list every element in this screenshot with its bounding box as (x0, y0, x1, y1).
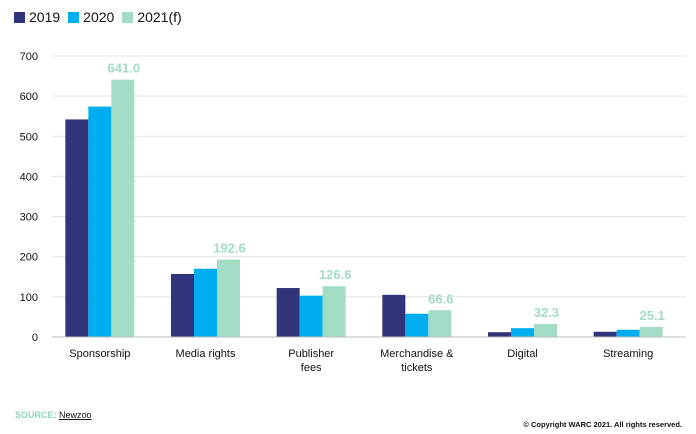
bar-2019 (488, 332, 511, 337)
x-tick-label: Streaming (603, 348, 653, 360)
data-label: 66.6 (428, 291, 453, 306)
x-tick-label-line: fees (301, 362, 322, 374)
y-tick-label: 700 (20, 51, 38, 63)
bar-2019 (65, 119, 89, 337)
bars (65, 79, 663, 337)
x-tick-label: Sponsorship (69, 348, 130, 360)
bar-2021f (111, 79, 135, 337)
x-tick-label-line: Sponsorship (69, 348, 130, 360)
data-label: 25.1 (640, 308, 665, 323)
y-tick-label: 400 (20, 171, 38, 183)
source-link[interactable]: Newzoo (59, 410, 92, 420)
bar-2019 (276, 288, 300, 337)
bar-2021f (428, 310, 452, 337)
x-tick-label-line: Publisher (288, 348, 334, 360)
y-tick-label: 100 (20, 292, 38, 304)
data-label: 32.3 (534, 305, 559, 320)
bar-2021f (217, 259, 240, 337)
legend-label-2019: 2019 (29, 9, 61, 25)
data-label: 192.6 (213, 241, 246, 256)
legend-label-2020: 2020 (83, 9, 115, 25)
bar-2019 (382, 294, 406, 337)
legend-swatch-2020 (68, 11, 80, 23)
y-tick-label: 0 (32, 332, 38, 344)
y-tick-label: 200 (20, 252, 38, 264)
bar-2020 (88, 106, 112, 337)
data-label: 641.0 (108, 61, 141, 76)
bar-2019 (593, 331, 617, 337)
y-tick-label: 500 (20, 131, 38, 143)
x-tick-label: Media rights (176, 348, 236, 360)
legend-swatch-2021f (122, 11, 134, 23)
legend-item-2020: 2020 (68, 9, 114, 25)
gridlines (52, 55, 686, 298)
x-tick-label: Publisher fees (288, 348, 334, 374)
bar-2021f (534, 324, 557, 337)
bar-2020 (194, 268, 217, 337)
x-tick-label-line: tickets (401, 362, 433, 374)
x-tick-label: Merchandise & tickets (380, 348, 454, 374)
x-tick-label-line: Media rights (176, 348, 236, 360)
legend-label-2021f: 2021(f) (137, 9, 182, 25)
x-tick-label-line: Digital (507, 348, 538, 360)
source-note: SOURCE: Newzoo (15, 410, 92, 420)
x-tick-label-line: Streaming (603, 348, 653, 360)
legend-item-2021f: 2021(f) (122, 9, 182, 25)
y-axis: 0 100 200 300 400 500 600 700 (20, 51, 38, 344)
x-tick-label: Digital (507, 348, 538, 360)
legend-swatch-2019 (14, 11, 25, 23)
data-labels: 641.0 192.6 126.6 66.6 32.3 25.1 (108, 61, 665, 323)
copyright-notice: © Copyright WARC 2021. All rights reserv… (523, 420, 682, 429)
data-label: 126.6 (319, 267, 352, 282)
bar-2021f (322, 286, 346, 337)
bar-2020 (405, 313, 429, 337)
y-tick-label: 300 (20, 212, 38, 224)
y-tick-label: 600 (20, 91, 38, 103)
bar-2020 (511, 328, 534, 337)
x-axis: Sponsorship Media rights Publisher fees Merc… (52, 336, 686, 374)
bar-2019 (171, 273, 194, 337)
bar-2020 (299, 295, 323, 337)
legend-item-2019: 2019 (14, 9, 60, 25)
bar-2020 (616, 329, 640, 337)
x-tick-label-line: Merchandise & (380, 348, 454, 360)
source-label: SOURCE: (15, 410, 57, 420)
legend: 2019 2020 2021(f) (14, 9, 190, 25)
bar-2021f (639, 326, 663, 337)
